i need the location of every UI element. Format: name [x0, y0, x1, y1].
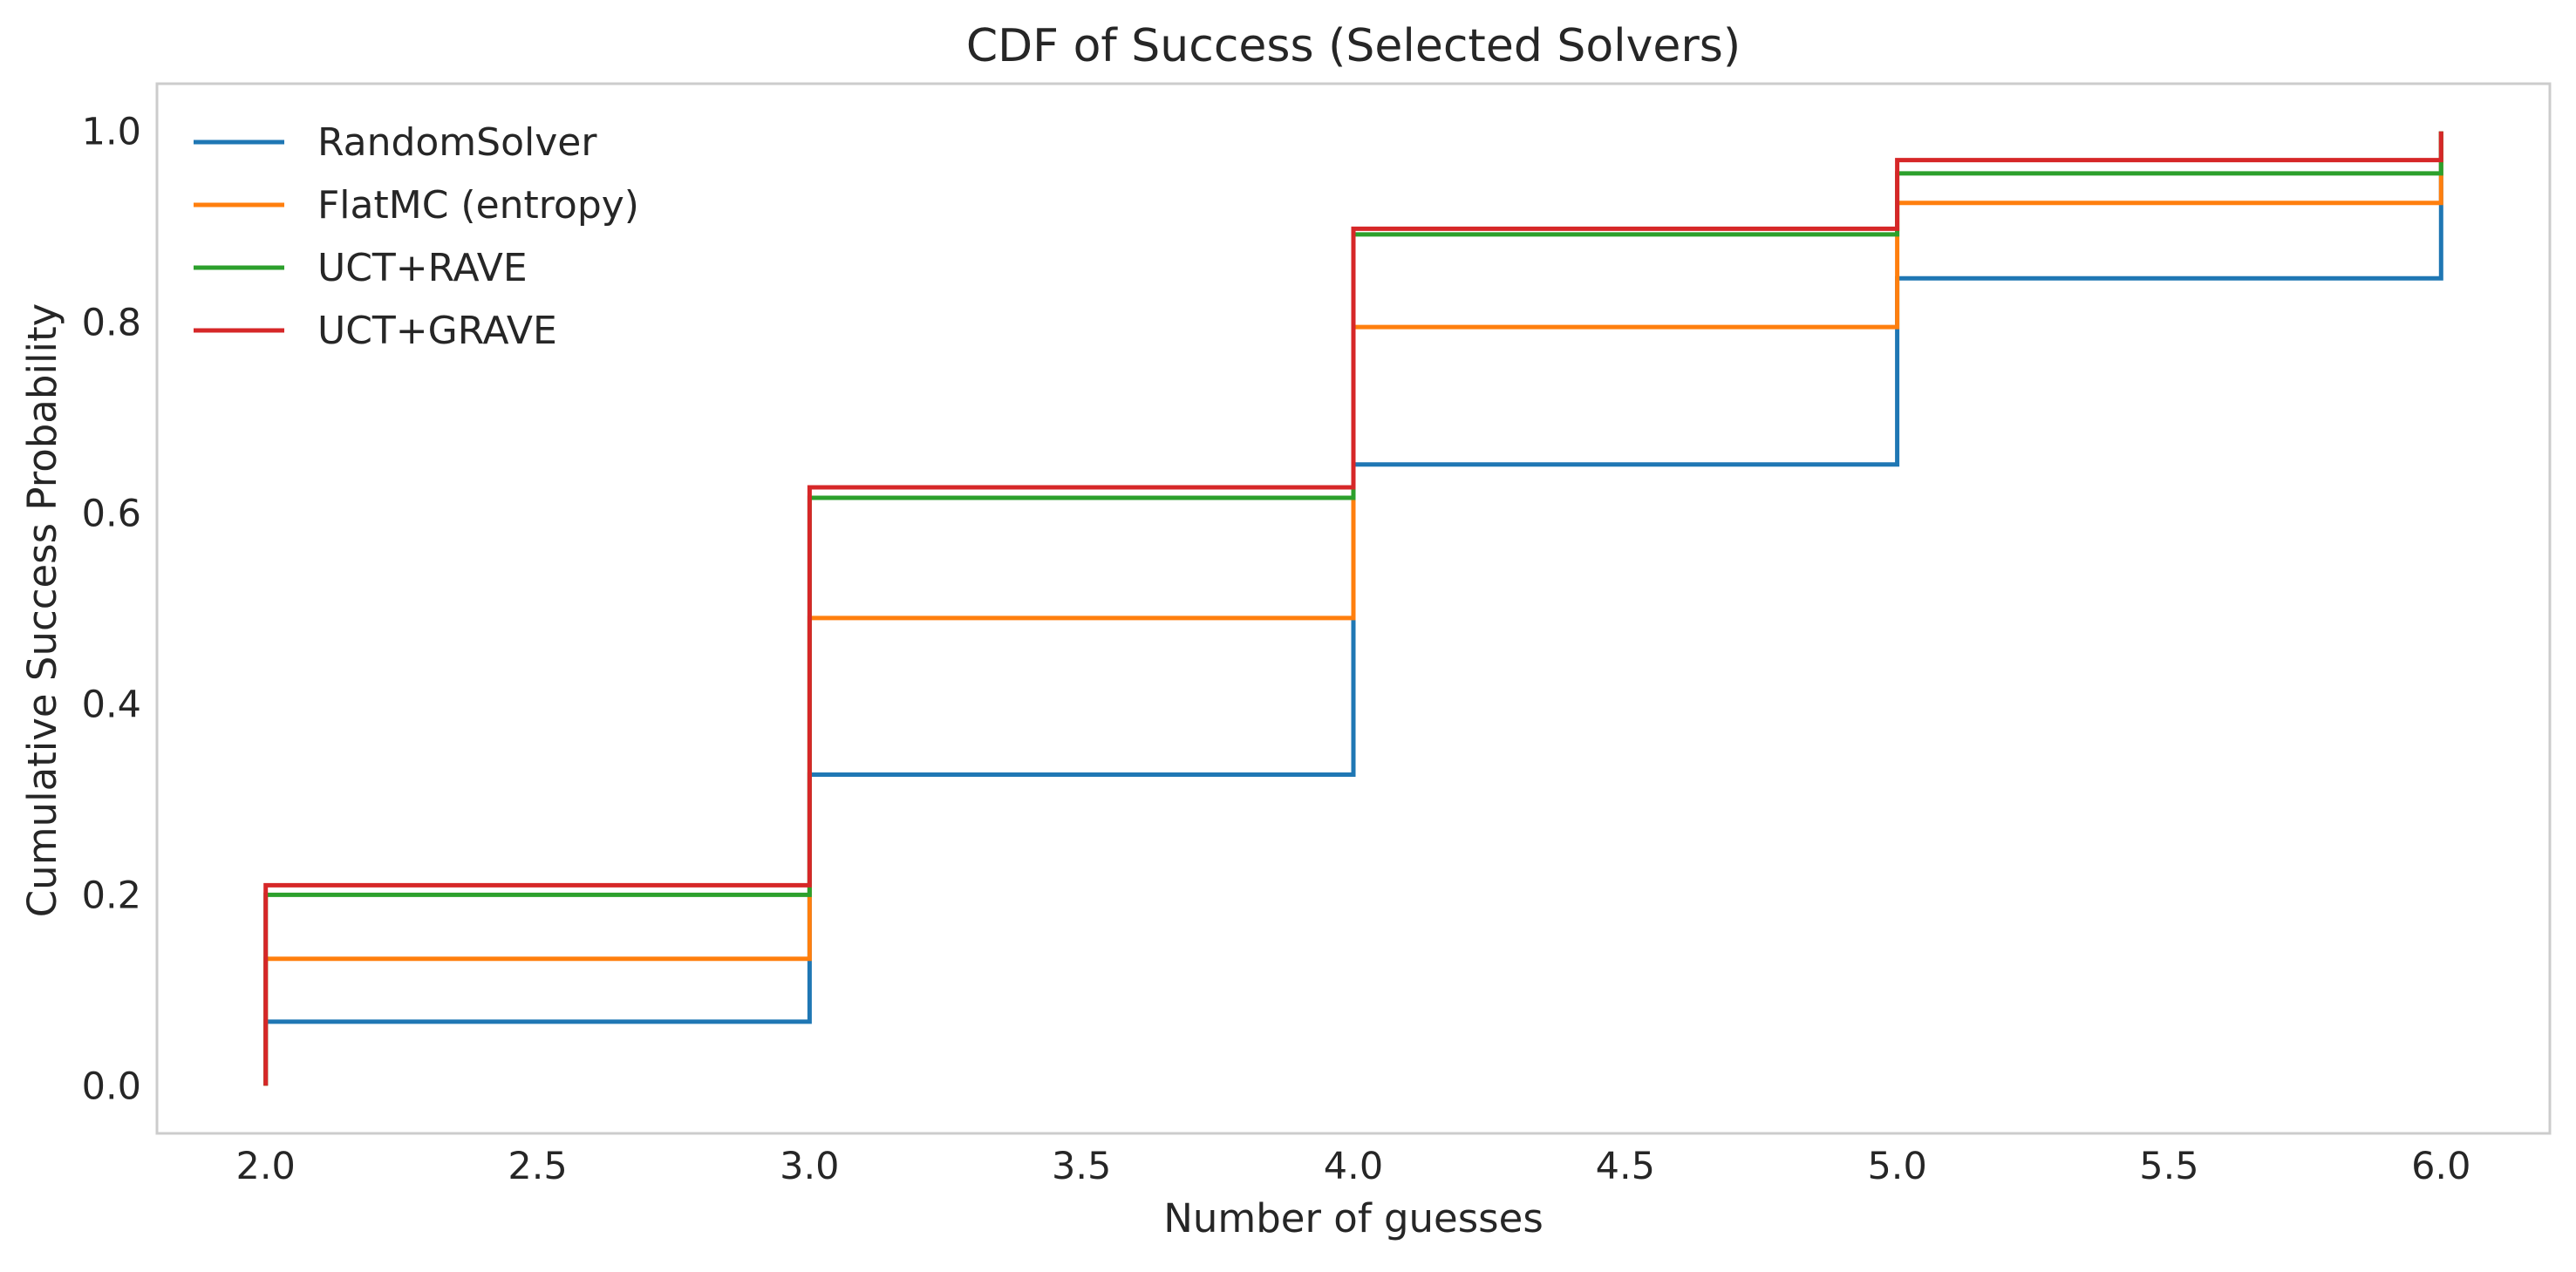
x-tick-label: 3.0 — [780, 1145, 839, 1188]
y-tick-label: 0.6 — [82, 493, 141, 536]
x-tick-label: 6.0 — [2411, 1145, 2470, 1188]
y-tick-label: 0.8 — [82, 302, 141, 345]
y-tick-label: 0.4 — [82, 683, 141, 726]
legend-label-0: RandomSolver — [317, 120, 597, 165]
x-tick-label: 4.0 — [1324, 1145, 1383, 1188]
y-tick-label: 0.0 — [82, 1065, 141, 1108]
x-axis-label: Number of guesses — [1163, 1195, 1544, 1241]
series-lines — [263, 131, 2443, 1086]
series-line-3 — [263, 131, 2443, 1086]
legend-label-3: UCT+GRAVE — [317, 309, 557, 353]
legend: RandomSolver FlatMC (entropy) UCT+RAVE UCT+… — [194, 120, 639, 353]
x-tick-labels: 2.0 2.5 3.0 3.5 4.0 4.5 5.0 5.5 6.0 — [236, 1145, 2471, 1188]
legend-label-1: FlatMC (entropy) — [317, 183, 639, 228]
y-axis-label: Cumulative Success Probability — [19, 303, 65, 917]
x-tick-label: 2.5 — [508, 1145, 567, 1188]
plot-frame — [155, 82, 2552, 1135]
x-tick-label: 3.5 — [1052, 1145, 1111, 1188]
x-tick-label: 2.0 — [236, 1145, 296, 1188]
x-tick-label: 4.5 — [1596, 1145, 1655, 1188]
y-tick-label: 1.0 — [82, 111, 141, 154]
y-tick-label: 0.2 — [82, 874, 141, 917]
chart-title: CDF of Success (Selected Solvers) — [966, 20, 1741, 72]
y-tick-labels: 0.0 0.2 0.4 0.6 0.8 1.0 — [82, 111, 141, 1109]
x-tick-label: 5.5 — [2139, 1145, 2198, 1188]
legend-label-2: UCT+RAVE — [317, 246, 528, 290]
x-tick-label: 5.0 — [1867, 1145, 1926, 1188]
